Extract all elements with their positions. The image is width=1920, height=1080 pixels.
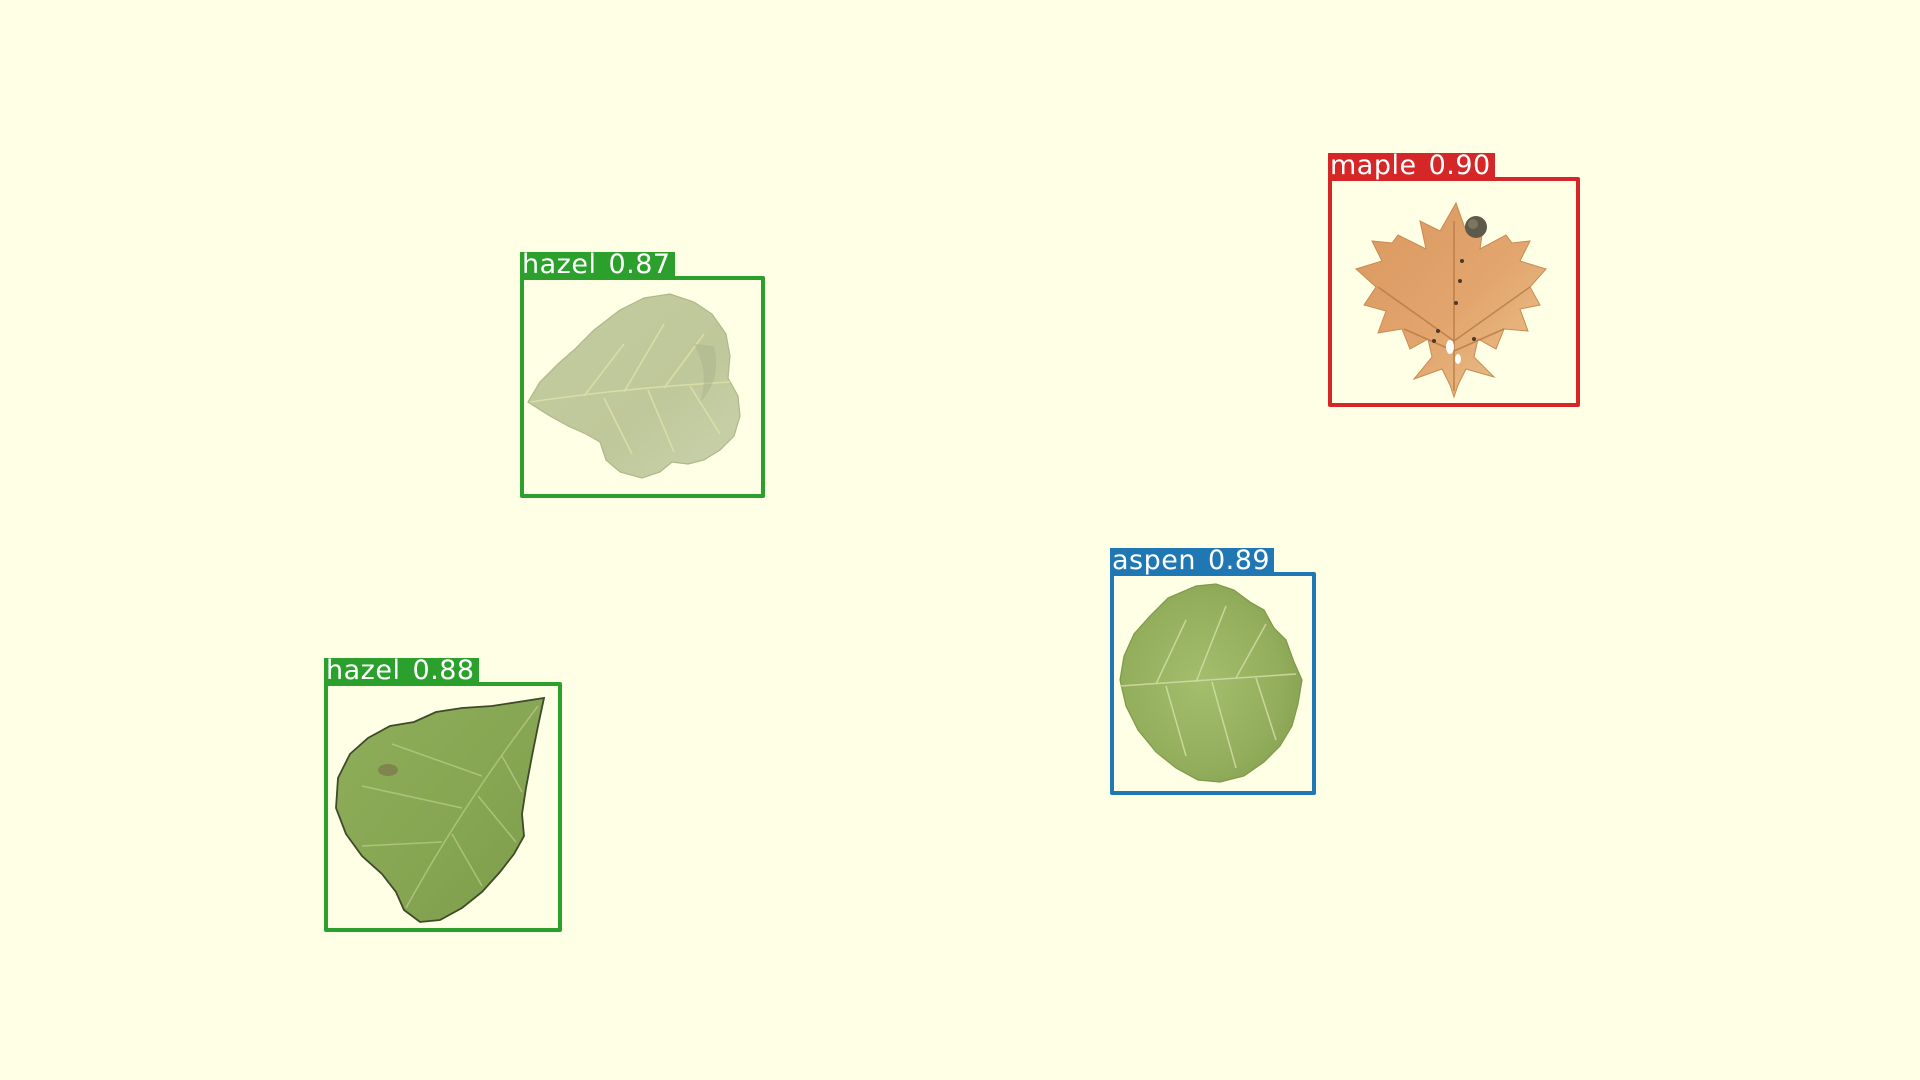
detection-maple: maple 0.90	[1328, 152, 1580, 407]
detection-label: hazel 0.87	[520, 249, 675, 280]
detection-aspen: aspen 0.89	[1110, 547, 1316, 795]
class-label: hazel	[326, 655, 401, 686]
aspen-leaf-icon	[1119, 583, 1303, 783]
detection-label: hazel 0.88	[324, 655, 479, 686]
bounding-box	[1328, 177, 1580, 407]
confidence-score: 0.89	[1207, 545, 1271, 576]
detection-hazel: hazel 0.88	[324, 657, 562, 932]
detection-label: aspen 0.89	[1110, 545, 1275, 576]
bounding-box	[520, 276, 765, 498]
detection-label: maple 0.90	[1328, 150, 1495, 181]
confidence-score: 0.90	[1428, 150, 1491, 181]
class-label: hazel	[522, 249, 597, 280]
hazel-leaf-icon	[527, 293, 741, 479]
maple-leaf-icon	[1355, 201, 1547, 399]
hazel-leaf-icon	[335, 696, 546, 923]
bounding-box	[1110, 572, 1316, 795]
bounding-box	[324, 682, 562, 932]
confidence-score: 0.87	[608, 249, 671, 280]
confidence-score: 0.88	[412, 655, 475, 686]
class-label: maple	[1330, 150, 1417, 181]
detection-hazel: hazel 0.87	[520, 251, 765, 498]
class-label: aspen	[1112, 545, 1196, 576]
